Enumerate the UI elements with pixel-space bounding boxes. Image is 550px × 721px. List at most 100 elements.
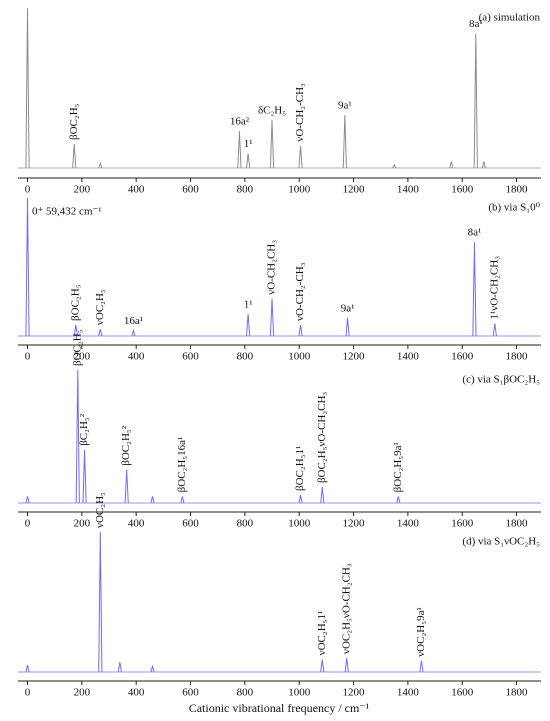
peak (269, 119, 275, 169)
peak (473, 33, 478, 169)
peak-label: βOC₂H₅16a¹ (176, 437, 188, 493)
peak (25, 496, 30, 504)
peak (246, 313, 251, 337)
peak (320, 659, 325, 673)
x-tick-label: 0 (25, 184, 31, 196)
peak (344, 657, 349, 673)
peak-label: νOC₂H₅ (94, 492, 106, 528)
x-axis-label: Cationic vibrational frequency / cm⁻¹ (189, 701, 370, 715)
peak (25, 7, 30, 169)
x-tick-label: 600 (182, 687, 199, 699)
x-tick-label: 1800 (506, 184, 529, 196)
peak (72, 143, 77, 169)
x-tick-label: 1000 (288, 184, 311, 196)
panel-title: (a) simulation (479, 12, 541, 24)
peak (82, 449, 87, 504)
x-tick-label: 1000 (288, 687, 311, 699)
peak-label: δC₂H₅ (258, 105, 286, 117)
peak-label: 1¹ (244, 298, 253, 310)
x-tick-label: 200 (74, 351, 91, 363)
panel-title: (b) via S₁0⁰ (488, 202, 540, 214)
peak-label: νOC₂H₅9a¹ (415, 607, 427, 657)
peak (246, 153, 251, 169)
x-tick-label: 1400 (397, 351, 420, 363)
peak (117, 662, 122, 673)
x-tick-label: 0 (25, 351, 31, 363)
annotation: 0⁺ 59,432 cm⁻¹ (32, 206, 102, 218)
peak-label: 8a¹ (469, 18, 483, 30)
x-tick-label: 600 (182, 184, 199, 196)
peak (98, 531, 103, 673)
peak-label: βOC₂H₅ (69, 284, 81, 321)
x-tick-label: 1200 (343, 687, 366, 699)
peak (396, 496, 401, 504)
panel-title: (c) via S₁βOC₂H₅ (462, 374, 540, 386)
peak-label: 16a¹ (124, 315, 143, 327)
peak (392, 163, 397, 169)
peak-label: νO-CH₂CH₃ (266, 240, 278, 295)
peak (180, 496, 185, 504)
peak (98, 161, 103, 169)
x-tick-label: 1600 (451, 184, 474, 196)
peak-label: 8a¹ (468, 227, 482, 239)
peak-label: νOC₂H₅νO-CH₂CH₃ (340, 563, 352, 654)
x-tick-label: 600 (182, 518, 199, 530)
x-tick-label: 1800 (506, 351, 529, 363)
peak (73, 324, 78, 337)
peak (342, 115, 347, 169)
x-tick-label: 200 (74, 184, 91, 196)
x-tick-label: 1400 (397, 518, 420, 530)
peak-label: 9a¹ (341, 303, 355, 315)
x-tick-label: 1800 (506, 518, 529, 530)
peak (150, 664, 155, 673)
x-tick-label: 1000 (288, 351, 311, 363)
peak-label: 1¹νO-CH₂CH₃ (488, 256, 500, 320)
peak (298, 324, 303, 337)
x-tick-label: 1200 (343, 518, 366, 530)
peak (98, 328, 103, 337)
peak-label: βOC₂H₅ (71, 329, 83, 366)
x-tick-label: 800 (237, 518, 254, 530)
peak (320, 486, 325, 504)
x-tick-label: 1600 (451, 518, 474, 530)
x-tick-label: 400 (128, 687, 145, 699)
peak-label: νOC₂H₅1¹ (316, 611, 328, 656)
x-tick-label: 1200 (343, 184, 366, 196)
peak (269, 298, 275, 337)
x-tick-label: 1600 (451, 351, 474, 363)
x-tick-label: 200 (74, 518, 91, 530)
peak-label: νOC₂H₅ (94, 289, 106, 325)
peak-label: βC₂H₅² (78, 413, 90, 446)
x-tick-label: 0 (25, 518, 31, 530)
peak (481, 161, 487, 169)
x-tick-label: 400 (128, 184, 145, 196)
x-tick-label: 1800 (506, 687, 529, 699)
peak (131, 328, 136, 337)
x-tick-label: 1600 (451, 687, 474, 699)
peak (75, 369, 80, 504)
x-tick-label: 1400 (397, 687, 420, 699)
x-tick-label: 1000 (288, 518, 311, 530)
peak (150, 496, 155, 504)
peak (237, 131, 242, 169)
peak (25, 664, 30, 673)
x-tick-label: 400 (128, 518, 145, 530)
panel-title: (d) via S₁νOC₂H₅ (462, 536, 540, 548)
x-tick-label: 600 (182, 351, 199, 363)
peak (298, 145, 303, 169)
peak-label: βOC₂H₅² (120, 425, 132, 465)
x-tick-label: 1200 (343, 351, 366, 363)
peak-label: 1¹ (244, 138, 253, 150)
peak-label: νO-CH₂-CH₃ (294, 262, 306, 321)
peak (449, 161, 454, 169)
peak-label: βOC₂H₅1¹ (294, 446, 306, 491)
x-tick-label: 1400 (397, 184, 420, 196)
peak-label: βOC₂H₅νO-CH₂CH₃ (316, 392, 328, 483)
peak (124, 469, 129, 504)
peak (472, 242, 477, 337)
x-tick-label: 800 (237, 687, 254, 699)
x-tick-label: 0 (25, 687, 31, 699)
peak-label: βOC₂H₅9a¹ (392, 442, 404, 492)
